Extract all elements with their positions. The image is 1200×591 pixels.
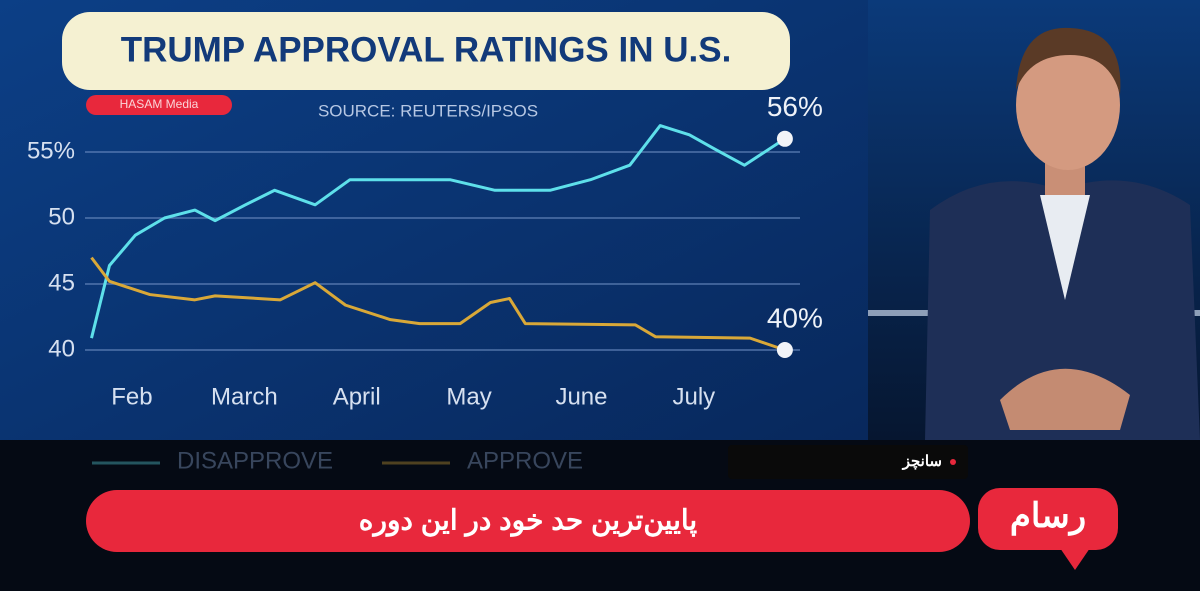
plot: 40 45 50 55% Feb March April May June July 56% DISA… xyxy=(27,91,823,474)
x-tick-label: Feb xyxy=(111,383,152,410)
subtitle: SOURCE: REUTERS/IPSOS xyxy=(318,101,538,120)
value-label: 40% xyxy=(767,302,823,333)
watermark-pill xyxy=(86,95,232,115)
y-tick-label: 45 xyxy=(48,269,75,296)
x-tick-label: July xyxy=(673,383,716,410)
name-tag-text: سانچز xyxy=(902,453,942,470)
logo-tail xyxy=(1060,548,1090,570)
series-line xyxy=(90,124,786,339)
watermark: HASAM Media xyxy=(120,97,199,111)
y-tick-label: 55% xyxy=(27,137,75,164)
series-line xyxy=(90,256,786,352)
chart-title: TRUMP APPROVAL RATINGS IN U.S. xyxy=(121,30,732,69)
name-tag xyxy=(728,445,968,479)
presenter xyxy=(925,27,1200,440)
legend-label: DISAPPROVE xyxy=(177,447,333,474)
legend-label: APPROVE xyxy=(467,447,583,474)
ticker-text: پایین‌ترین حد خود در این دوره xyxy=(359,504,698,537)
ticker xyxy=(86,490,970,552)
value-label: 56% xyxy=(767,91,823,122)
y-tick-label: 50 xyxy=(48,203,75,230)
x-tick-label: June xyxy=(555,383,607,410)
end-dot xyxy=(776,342,793,358)
logo-text: رسام xyxy=(1010,497,1086,536)
x-tick-label: March xyxy=(211,383,278,410)
title-pill xyxy=(62,12,790,90)
x-tick-label: May xyxy=(446,383,491,410)
x-tick-label: April xyxy=(333,383,381,410)
name-dot xyxy=(950,459,956,465)
y-tick-label: 40 xyxy=(48,335,75,362)
end-dot xyxy=(776,130,793,147)
logo xyxy=(978,488,1118,550)
